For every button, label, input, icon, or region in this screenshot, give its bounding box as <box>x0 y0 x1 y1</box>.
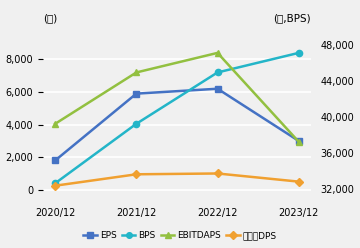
EBITDAPS <box>297 140 301 143</box>
보통주DPS <box>53 184 57 187</box>
Text: (원,BPS): (원,BPS) <box>273 13 311 23</box>
Legend: EPS, BPS, EBITDAPS, 보통주DPS: EPS, BPS, EBITDAPS, 보통주DPS <box>80 227 280 244</box>
EBITDAPS <box>53 122 57 125</box>
EPS <box>297 139 301 142</box>
EBITDAPS <box>134 71 139 74</box>
EPS <box>134 92 139 95</box>
EPS <box>53 159 57 162</box>
Line: 보통주DPS: 보통주DPS <box>52 170 302 189</box>
Text: (원): (원) <box>43 13 57 23</box>
BPS <box>215 71 220 74</box>
BPS <box>53 182 57 185</box>
EPS <box>215 87 220 90</box>
Line: BPS: BPS <box>52 50 302 186</box>
Line: EBITDAPS: EBITDAPS <box>52 49 302 145</box>
보통주DPS <box>134 173 139 176</box>
Line: EPS: EPS <box>52 86 302 164</box>
EBITDAPS <box>215 51 220 54</box>
보통주DPS <box>215 172 220 175</box>
보통주DPS <box>297 180 301 183</box>
BPS <box>134 122 139 125</box>
BPS <box>297 51 301 54</box>
